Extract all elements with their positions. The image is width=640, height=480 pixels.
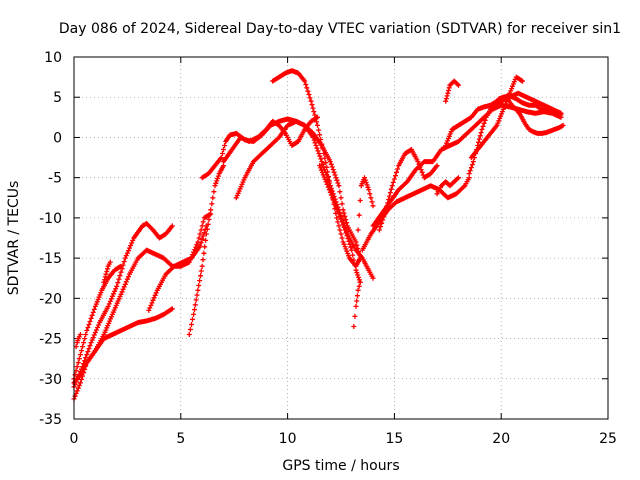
series-arc13 <box>317 163 363 285</box>
series-arc10 <box>233 118 363 261</box>
data-point-markers <box>370 102 564 229</box>
y-tick-label: -25 <box>39 332 62 348</box>
data-point-markers <box>73 332 83 350</box>
data-point-markers <box>355 175 376 233</box>
data-point-markers <box>466 94 566 177</box>
series-arc24 <box>490 90 564 116</box>
y-tick-label: 0 <box>53 130 62 146</box>
y-tick-label: -20 <box>39 291 62 307</box>
series-arc5 <box>146 223 209 313</box>
data-point-markers <box>317 163 363 285</box>
y-tick-label: 10 <box>44 50 62 66</box>
series-arc7 <box>101 259 113 285</box>
data-point-markers <box>443 78 461 104</box>
series-arc16 <box>359 175 472 253</box>
y-tick-label: -10 <box>39 211 62 227</box>
data-point-markers <box>359 175 472 253</box>
x-tick-label: 5 <box>176 431 185 447</box>
data-point-markers <box>101 259 113 285</box>
tick-labels: 0 5 10 15 20 25 -35 -30 -25 -20 -15 -10 -5 0 5 10 <box>39 50 617 447</box>
data-point-markers <box>351 279 363 329</box>
series-arc6 <box>73 332 83 350</box>
series-arc15 <box>355 175 376 233</box>
series-arc8 <box>186 163 226 337</box>
y-tick-label: -5 <box>48 171 62 187</box>
data-point-markers <box>376 147 440 233</box>
y-tick-label: -30 <box>39 372 62 388</box>
x-axis-label: GPS time / hours <box>282 458 399 474</box>
data-point-markers <box>233 118 363 261</box>
y-tick-label: -35 <box>39 412 62 428</box>
data-marks <box>71 68 566 402</box>
y-tick-label: 5 <box>53 90 62 106</box>
x-tick-label: 0 <box>70 431 79 447</box>
y-axis-label: SDTVAR / TECUs <box>6 181 22 296</box>
data-point-markers <box>221 114 320 165</box>
data-point-markers <box>146 223 209 313</box>
series-arc23 <box>468 74 526 161</box>
data-point-markers <box>186 163 226 337</box>
series-arc18 <box>376 147 440 233</box>
x-tick-label: 10 <box>279 431 297 447</box>
x-tick-label: 20 <box>492 431 510 447</box>
data-point-markers <box>468 74 526 161</box>
series-arc14 <box>351 279 363 329</box>
data-point-markers <box>490 90 564 116</box>
series-arc20 <box>466 94 566 177</box>
x-tick-label: 15 <box>385 431 403 447</box>
plot-frame <box>73 56 609 420</box>
chart-title: Day 086 of 2024, Sidereal Day-to-day VTE… <box>59 21 621 37</box>
series-arc17 <box>370 102 564 229</box>
series-arc22 <box>443 78 461 104</box>
data-point-markers <box>434 175 461 197</box>
series-arc11 <box>221 114 320 165</box>
y-tick-label: -15 <box>39 251 62 267</box>
series-arc21 <box>434 175 461 197</box>
x-tick-label: 25 <box>599 431 617 447</box>
